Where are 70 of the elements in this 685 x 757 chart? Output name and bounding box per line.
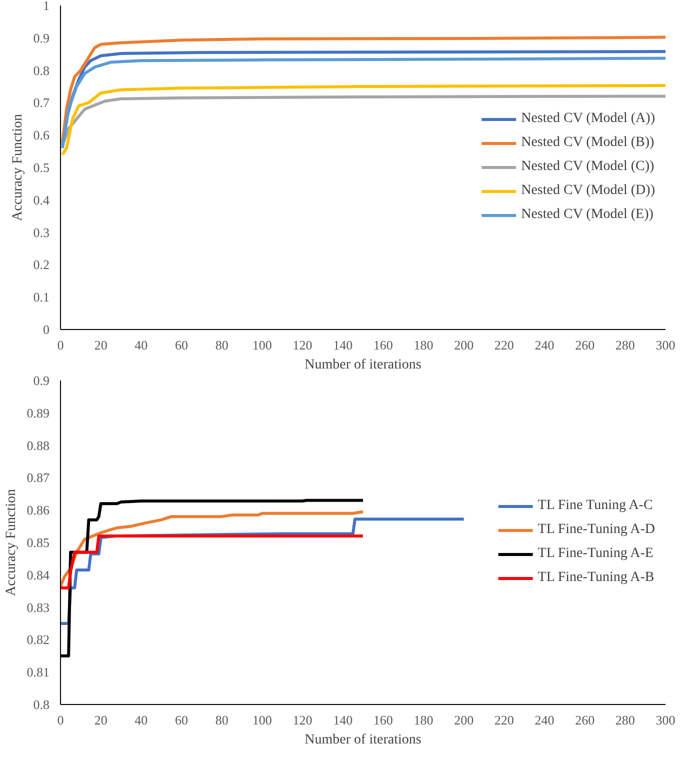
x-tick-label: 0 — [57, 712, 64, 728]
x-tick-label: 240 — [534, 712, 554, 728]
x-tick-label: 100 — [252, 712, 272, 728]
x-tick-label: 140 — [333, 712, 353, 728]
x-tick-label: 180 — [414, 338, 434, 352]
x-tick-label: 280 — [615, 712, 635, 728]
y-tick-label: 0.7 — [33, 95, 50, 110]
x-tick-label: 140 — [333, 338, 353, 352]
y-tick-label: 0.84 — [26, 567, 50, 582]
x-tick-label: 220 — [494, 338, 514, 352]
y-tick-label: 0.1 — [33, 290, 50, 305]
x-tick-label: 80 — [215, 712, 228, 728]
y-tick-label: 0.4 — [33, 192, 50, 208]
x-tick-label: 120 — [292, 712, 312, 728]
x-tick-label: 0 — [57, 338, 64, 352]
y-tick-label: 0.3 — [33, 224, 50, 240]
y-tick-label: 0.83 — [26, 600, 50, 615]
x-tick-label: 80 — [215, 338, 228, 352]
line-series — [61, 84, 666, 156]
legend-label: Nested CV (Model (E)) — [521, 207, 654, 223]
x-tick-label: 100 — [252, 338, 272, 352]
y-tick-label: 0.85 — [26, 535, 50, 550]
x-tick-label: 40 — [134, 338, 148, 352]
y-tick-label: 0.2 — [33, 257, 50, 272]
y-tick-label: 0.8 — [33, 62, 50, 78]
x-tick-label: 300 — [656, 712, 676, 728]
y-tick-label: 1 — [43, 0, 50, 13]
y-tick-label: 0.81 — [26, 664, 50, 680]
x-tick-label: 160 — [373, 338, 393, 352]
x-axis-title: Number of iterations — [304, 732, 422, 748]
legend-label: Nested CV (Model (A)) — [521, 111, 655, 127]
x-tick-label: 220 — [494, 712, 514, 728]
legend-label: TL Fine-Tuning A-B — [538, 570, 654, 586]
x-tick-label: 40 — [134, 712, 148, 728]
x-tick-label: 60 — [175, 712, 188, 728]
y-tick-label: 0.9 — [33, 30, 50, 46]
y-tick-label: 0.88 — [26, 438, 50, 453]
y-tick-label: 0.5 — [33, 160, 50, 175]
y-tick-label: 0.87 — [26, 470, 50, 486]
y-tick-label: 0 — [43, 322, 50, 337]
x-tick-label: 180 — [414, 712, 434, 728]
x-tick-label: 120 — [292, 338, 312, 352]
x-tick-label: 60 — [175, 338, 188, 352]
legend-label: TL Fine-Tuning A-E — [538, 546, 654, 562]
y-axis-title: Accuracy Function — [4, 489, 19, 596]
y-tick-label: 0.6 — [33, 128, 50, 143]
x-tick-label: 260 — [575, 338, 595, 352]
y-tick-label: 0.82 — [26, 632, 50, 648]
x-tick-label: 240 — [534, 338, 554, 352]
legend-label: Nested CV (Model (B)) — [521, 135, 654, 151]
x-tick-label: 200 — [454, 338, 474, 352]
legend-label: Nested CV (Model (D)) — [521, 183, 655, 199]
line-series — [60, 534, 364, 590]
x-tick-label: 200 — [454, 712, 474, 728]
x-tick-label: 300 — [656, 338, 676, 352]
x-tick-label: 260 — [575, 712, 595, 728]
legend-label: Nested CV (Model (C)) — [521, 159, 654, 175]
y-tick-label: 0.89 — [26, 405, 50, 420]
y-axis-title: Accuracy Function — [10, 114, 26, 221]
x-tick-label: 160 — [373, 712, 393, 728]
x-axis-title: Number of iterations — [304, 358, 422, 372]
y-tick-label: 0.8 — [33, 697, 50, 712]
y-tick-label: 0.86 — [26, 502, 50, 518]
y-tick-label: 0.9 — [33, 373, 50, 388]
legend-label: TL Fine Tuning A-C — [538, 498, 653, 514]
line-series — [60, 510, 364, 588]
x-tick-label: 280 — [615, 338, 635, 352]
legend-label: TL Fine-Tuning A-D — [538, 522, 655, 538]
x-tick-label: 20 — [94, 338, 108, 352]
x-tick-label: 20 — [94, 712, 108, 728]
